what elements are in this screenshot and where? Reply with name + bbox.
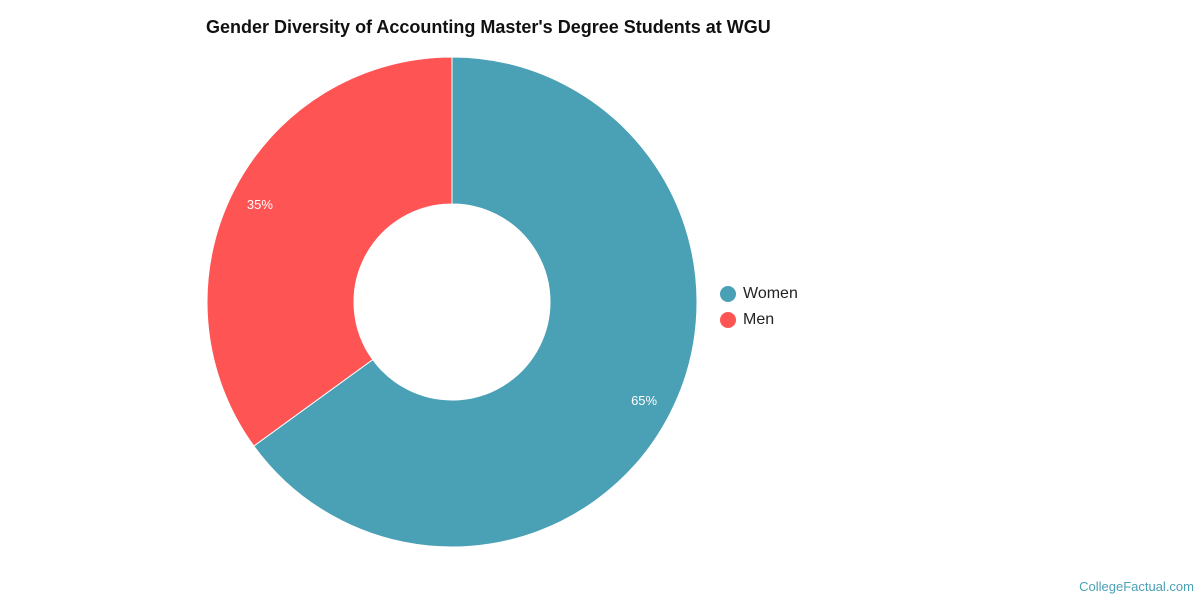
legend-label-men: Men: [743, 311, 775, 328]
legend-swatch-men: [720, 312, 736, 328]
chart-title: Gender Diversity of Accounting Master's …: [206, 17, 771, 37]
legend: Women Men: [720, 281, 798, 333]
data-label-women: 65%: [631, 393, 657, 408]
slice-women[interactable]: [253, 56, 698, 548]
legend-item-women[interactable]: Women: [720, 281, 798, 307]
slice-men[interactable]: [206, 56, 453, 447]
data-label-men: 35%: [247, 197, 273, 212]
credit-link[interactable]: CollegeFactual.com: [1079, 579, 1194, 594]
legend-swatch-women: [720, 286, 736, 302]
legend-label-women: Women: [743, 285, 798, 302]
legend-item-men[interactable]: Men: [720, 307, 798, 333]
